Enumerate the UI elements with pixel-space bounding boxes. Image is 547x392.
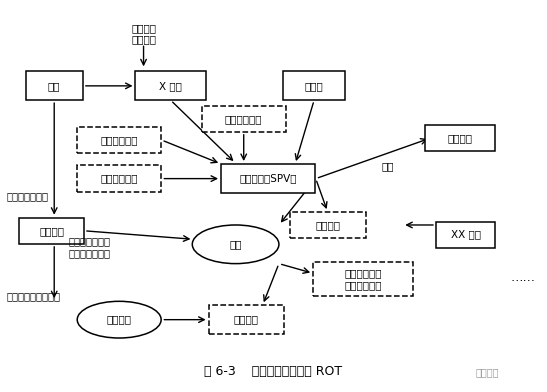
Text: 项目公司（SPV）: 项目公司（SPV） [240,174,297,183]
FancyBboxPatch shape [26,71,83,100]
Text: X 公司: X 公司 [159,81,182,91]
Text: 运营管理: 运营管理 [107,315,132,325]
Text: 投资合作协议: 投资合作协议 [225,114,263,124]
FancyBboxPatch shape [220,164,316,193]
Text: 原料供应协议
设备采购协议: 原料供应协议 设备采购协议 [344,268,382,290]
FancyBboxPatch shape [283,71,345,100]
FancyBboxPatch shape [313,262,413,296]
Text: 投资人: 投资人 [305,81,323,91]
Text: 融资: 融资 [382,161,394,171]
Text: 金融机构: 金融机构 [448,133,473,143]
Text: 市住建委: 市住建委 [39,226,64,236]
Text: 特许经营协议: 特许经营协议 [101,174,138,183]
Text: 通过转让经营权
或出资形式进入: 通过转让经营权 或出资形式进入 [68,236,110,258]
FancyBboxPatch shape [77,127,161,153]
Text: 体育中心: 体育中心 [234,315,259,325]
Text: 政府: 政府 [48,81,61,91]
FancyBboxPatch shape [208,305,284,334]
Text: XX 公司: XX 公司 [451,230,481,240]
Text: 图 6-3    城市体育中心项目 ROT: 图 6-3 城市体育中心项目 ROT [205,365,342,378]
FancyBboxPatch shape [202,105,286,132]
Text: 授予特许经营权: 授予特许经营权 [7,191,49,201]
FancyBboxPatch shape [436,221,496,248]
Text: 建设: 建设 [229,239,242,249]
Text: 融资协议: 融资协议 [315,220,340,230]
Ellipse shape [77,301,161,338]
Text: 搏实资本: 搏实资本 [476,367,499,377]
FancyBboxPatch shape [77,165,161,192]
FancyBboxPatch shape [136,71,206,100]
Text: 期满无偿转让给政府: 期满无偿转让给政府 [7,292,61,301]
FancyBboxPatch shape [290,212,365,238]
FancyBboxPatch shape [425,125,496,151]
Text: 指定政府
投资主体: 指定政府 投资主体 [131,23,156,45]
Ellipse shape [193,225,279,264]
FancyBboxPatch shape [19,218,84,244]
Text: ……: …… [510,270,535,284]
Text: 运营服务协议: 运营服务协议 [101,135,138,145]
